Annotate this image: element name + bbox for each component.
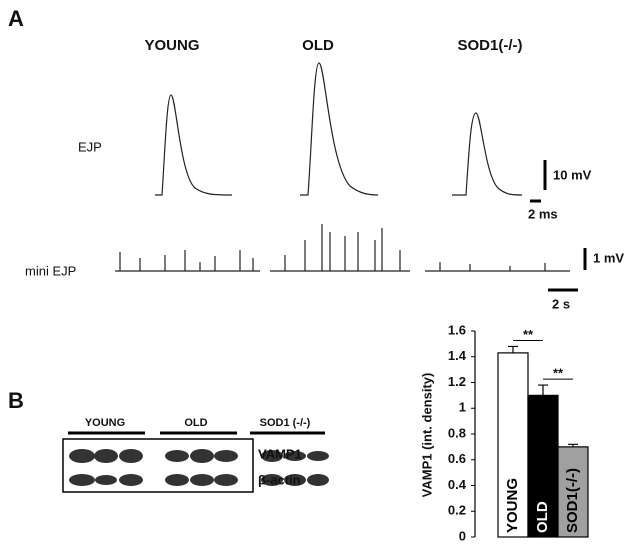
panel-label: A (8, 6, 24, 31)
y-tick-label: 1 (459, 400, 466, 415)
significance: ** (523, 327, 534, 342)
panel-label: B (8, 388, 24, 413)
blot-bands (69, 449, 238, 486)
significance: ** (553, 366, 564, 381)
ejp-trace (452, 112, 523, 196)
y-tick-label: 1.6 (448, 322, 466, 337)
condition-label: YOUNG (144, 37, 199, 54)
row-label: mini EJP (25, 263, 76, 278)
y-tick-label: 0.4 (448, 477, 467, 492)
bar (527, 394, 559, 538)
y-tick-label: 0 (459, 528, 466, 543)
row-label: EJP (78, 139, 102, 154)
error-bar (508, 345, 518, 353)
mini-ejp-trace (115, 224, 570, 272)
condition-label: OLD (302, 37, 334, 54)
blot-row-label: β-actin (258, 472, 301, 487)
blot-row-label: VAMP1 (258, 446, 302, 461)
y-tick-label: 0.8 (448, 425, 466, 440)
scale-bars (530, 160, 587, 292)
scale-label: 10 mV (553, 167, 592, 182)
ejp-trace (300, 62, 379, 196)
blot-bands (261, 450, 329, 486)
category-label: OLD (534, 501, 551, 533)
y-tick-label: 0.6 (448, 451, 466, 466)
category-label: SOD1(-/-) (564, 468, 581, 533)
y-tick-label: 1.4 (448, 348, 467, 363)
scale-label: 2 s (552, 296, 570, 311)
error-bar (538, 384, 548, 396)
y-axis-title: VAMP1 (int. density) (419, 373, 434, 498)
error-bar (568, 443, 578, 447)
ejp-trace (155, 94, 233, 196)
y-tick-label: 1.2 (448, 374, 466, 389)
category-label: YOUNG (504, 478, 521, 533)
scale-label: 1 mV (593, 250, 624, 265)
blot-group: YOUNG (85, 417, 125, 429)
condition-label: SOD1(-/-) (458, 37, 523, 54)
scale-label: 2 ms (528, 206, 558, 221)
blot-group: SOD1 (-/-) (260, 417, 311, 429)
blot-group: OLD (184, 417, 207, 429)
y-tick-label: 0.2 (448, 503, 466, 518)
